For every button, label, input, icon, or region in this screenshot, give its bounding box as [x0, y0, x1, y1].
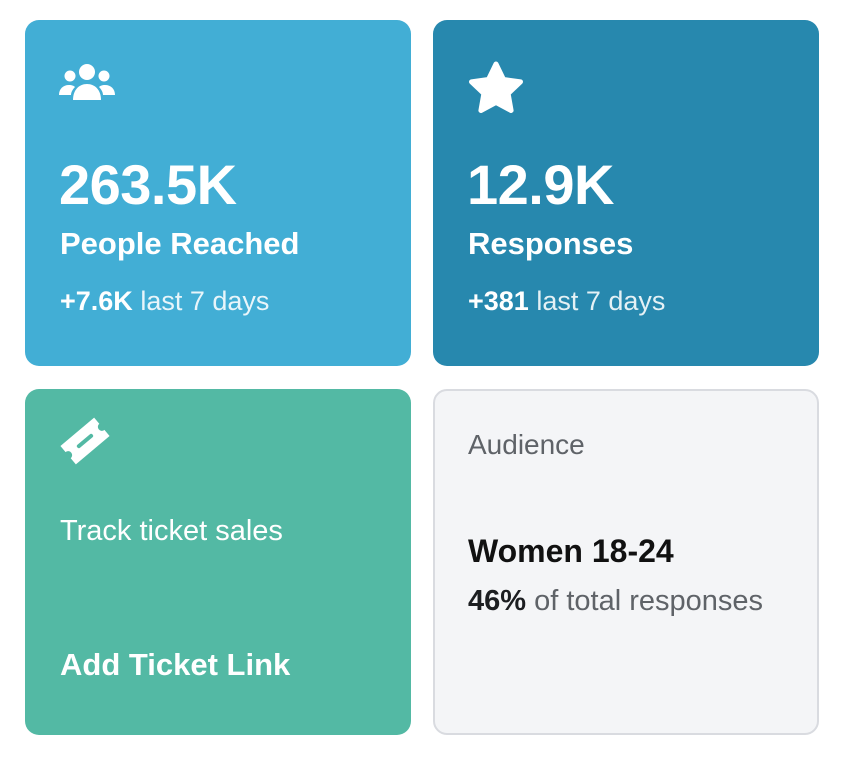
responses-delta: +381 last 7 days: [468, 286, 665, 317]
people-reached-card[interactable]: 263.5K People Reached +7.6K last 7 days: [25, 20, 411, 366]
audience-card: Audience Women 18-24 46% of total respon…: [433, 389, 819, 735]
track-ticket-sales-text: Track ticket sales: [60, 515, 283, 547]
percent-value: 46%: [468, 585, 527, 617]
responses-card[interactable]: 12.9K Responses +381 last 7 days: [433, 20, 819, 366]
ticket-icon: [53, 409, 117, 478]
delta-suffix: last 7 days: [132, 286, 270, 316]
percent-suffix: of total responses: [526, 585, 764, 617]
audience-segment: Women 18-24: [468, 533, 674, 569]
add-ticket-link[interactable]: Add Ticket Link: [60, 647, 291, 682]
people-reached-value: 263.5K: [59, 153, 237, 216]
people-reached-label: People Reached: [60, 226, 300, 261]
ticket-card[interactable]: Track ticket sales Add Ticket Link: [25, 389, 411, 735]
people-icon: [58, 62, 116, 107]
delta-suffix: last 7 days: [528, 286, 666, 316]
audience-percent: 46% of total responses: [468, 579, 768, 623]
responses-label: Responses: [468, 226, 634, 261]
responses-value: 12.9K: [467, 153, 614, 216]
delta-value: +7.6K: [60, 286, 133, 316]
star-icon: [466, 60, 526, 121]
audience-title: Audience: [468, 429, 585, 460]
delta-value: +381: [468, 286, 529, 316]
people-reached-delta: +7.6K last 7 days: [60, 286, 269, 317]
